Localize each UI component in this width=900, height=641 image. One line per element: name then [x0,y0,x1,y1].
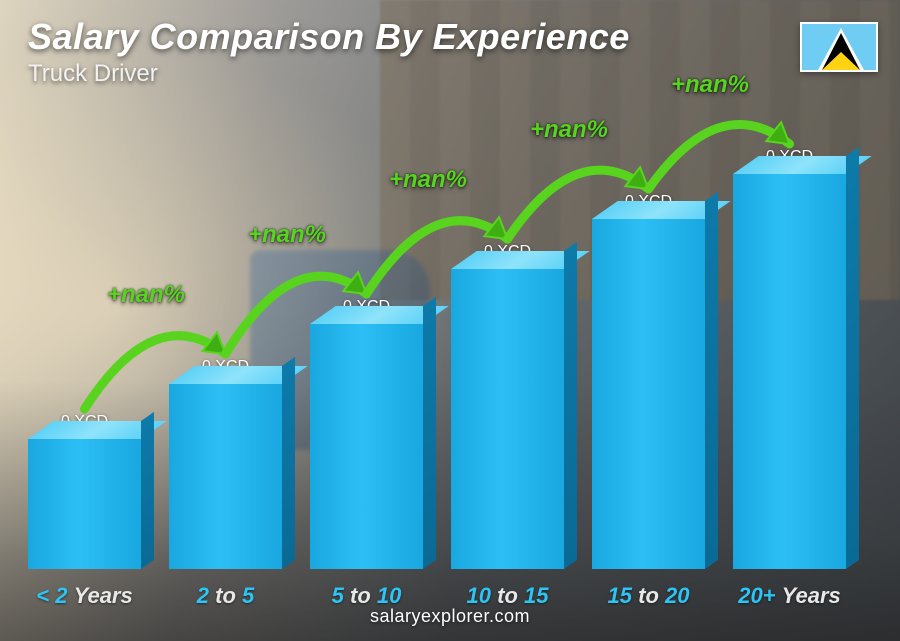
bar-front [592,219,705,569]
bar-3d [28,439,141,569]
chart-title: Salary Comparison By Experience [28,16,630,58]
bar: 0 XCD15 to 20 [592,193,705,569]
bar-3d [733,174,846,569]
bar-side [564,242,577,569]
bar-3d [310,324,423,569]
bar-front [310,324,423,569]
country-flag [800,22,878,72]
bar-side [846,147,859,569]
infographic-stage: Salary Comparison By Experience Truck Dr… [0,0,900,641]
bar: 0 XCD20+ Years [733,148,846,569]
bar-side [282,357,295,569]
bar: 0 XCD2 to 5 [169,358,282,569]
bar-front [28,439,141,569]
bar: 0 XCD< 2 Years [28,413,141,569]
bar-side [423,297,436,569]
bar-front [733,174,846,569]
footer-credit: salaryexplorer.com [0,606,900,627]
chart-subtitle: Truck Driver [28,60,158,88]
bar-side [705,192,718,569]
bar-chart: 0 XCD< 2 Years0 XCD2 to 50 XCD5 to 100 X… [28,109,846,569]
bar-front [169,384,282,569]
bar-3d [169,384,282,569]
bar: 0 XCD5 to 10 [310,298,423,569]
bar-front [451,269,564,569]
bar-3d [592,219,705,569]
bar: 0 XCD10 to 15 [451,243,564,569]
flag-svg [802,24,878,72]
bar-side [141,412,154,569]
bar-3d [451,269,564,569]
